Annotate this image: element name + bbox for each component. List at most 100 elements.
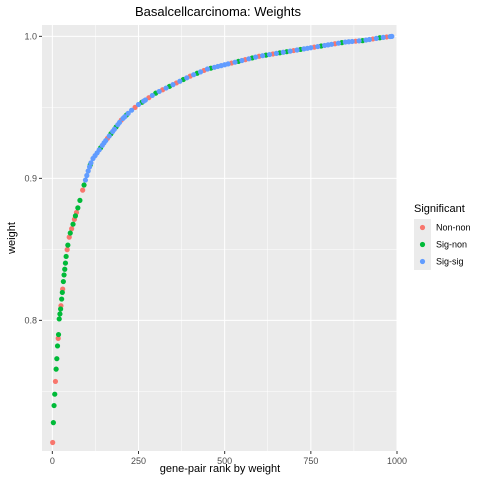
data-point-sig-sig	[315, 43, 321, 50]
y-tick-label: 0.9	[24, 173, 37, 183]
data-point-sig-sig	[84, 172, 90, 179]
data-point-sig-non	[67, 230, 73, 236]
legend-item: Non-non	[414, 219, 471, 236]
data-point-sig-sig	[335, 40, 342, 46]
data-point-sig-sig	[88, 160, 94, 166]
minor-gridlines	[42, 25, 397, 451]
legend-label: Sig-non	[436, 240, 467, 250]
data-point-non-non	[66, 234, 72, 240]
data-point-sig-sig	[328, 41, 335, 47]
data-point-non-non	[52, 378, 59, 385]
data-point-sig-sig	[85, 168, 91, 174]
data-point-sig-sig	[170, 82, 176, 88]
legend-title: Significant	[414, 203, 465, 215]
major-gridlines	[42, 25, 398, 451]
data-point-sig-non	[51, 402, 57, 409]
data-point-sig-sig	[246, 56, 252, 62]
data-point-sig-sig	[122, 114, 128, 120]
data-point-sig-sig	[103, 137, 109, 144]
data-point-sig-non	[59, 289, 65, 296]
data-point-sig-non	[59, 296, 65, 302]
data-point-sig-non	[61, 272, 67, 278]
data-point-sig-sig	[294, 47, 300, 53]
legend-label: Sig-sig	[436, 257, 464, 267]
data-point-sig-sig	[149, 92, 155, 99]
data-point-sig-non	[54, 356, 60, 362]
legend-key-dot	[419, 241, 426, 248]
data-point-sig-sig	[239, 57, 245, 64]
data-point-non-non	[80, 187, 86, 193]
data-point-sig-non	[75, 205, 81, 211]
data-point-sig-sig	[225, 61, 231, 67]
data-point-sig-sig	[204, 66, 211, 72]
data-point-sig-sig	[287, 48, 293, 54]
data-point-sig-sig	[280, 49, 286, 55]
data-point-sig-sig	[191, 72, 197, 78]
data-point-sig-sig	[266, 51, 273, 58]
data-point-sig-sig	[373, 35, 379, 41]
y-axis-ticks: 0.8 0.9 1.0	[24, 31, 42, 325]
data-point-sig-sig	[184, 75, 190, 81]
data-point-sig-sig	[111, 126, 117, 132]
data-point-sig-sig	[232, 59, 238, 65]
data-point-sig-sig	[356, 38, 362, 44]
data-point-sig-sig	[116, 119, 123, 126]
data-point-sig-non	[53, 366, 59, 372]
data-point-sig-sig	[366, 36, 373, 43]
data-point-sig-non	[81, 182, 87, 188]
data-point-sig-sig	[96, 147, 102, 153]
y-axis-title: weight	[6, 222, 18, 255]
data-point-sig-sig	[349, 38, 355, 45]
data-point-sig-sig	[380, 34, 386, 40]
data-point-non-non	[55, 335, 61, 341]
data-point-sig-non	[57, 311, 63, 317]
data-point-sig-non	[62, 266, 68, 272]
data-point-sig-sig	[142, 97, 148, 103]
data-point-sig-sig	[135, 101, 142, 108]
x-tick-label: 750	[303, 456, 318, 466]
data-point-sig-non	[62, 260, 69, 266]
legend-item: Sig-sig	[414, 253, 464, 270]
data-point-sig-non	[63, 253, 69, 260]
data-point-sig-sig	[82, 177, 89, 183]
data-point-sig-sig	[125, 110, 131, 116]
plot-panel	[42, 25, 397, 451]
data-point-non-non	[50, 439, 56, 446]
data-point-sig-sig	[259, 53, 266, 59]
data-point-sig-sig	[308, 45, 314, 51]
data-point-sig-sig	[163, 85, 169, 91]
data-point-non-non	[64, 247, 70, 253]
data-point-sig-non	[77, 197, 83, 203]
x-tick-label: 250	[131, 456, 146, 466]
data-point-sig-non	[60, 278, 66, 285]
x-tick-label: 500	[217, 456, 232, 466]
data-point-sig-sig	[156, 88, 162, 95]
legend-label: Non-non	[436, 223, 471, 233]
data-point-sig-sig	[106, 133, 112, 139]
data-point-non-non	[69, 226, 75, 232]
x-tick-label: 1000	[387, 456, 407, 466]
data-point-sig-non	[72, 213, 79, 219]
data-points	[50, 33, 395, 446]
data-point-sig-sig	[177, 78, 183, 84]
data-point-sig-non	[58, 306, 64, 312]
data-point-sig-non	[70, 221, 76, 227]
data-point-sig-sig	[389, 33, 395, 39]
data-point-sig-non	[55, 331, 62, 338]
data-point-sig-sig	[197, 69, 204, 75]
data-point-sig-non	[52, 391, 58, 397]
legend: Significant Non-non Sig-non Sig-sig	[414, 203, 471, 270]
data-point-non-non	[132, 104, 138, 110]
data-point-sig-non	[65, 242, 71, 248]
x-axis-title: gene-pair rank by weight	[160, 463, 280, 475]
data-point-sig-non	[50, 420, 56, 426]
legend-key-dot	[419, 258, 426, 265]
y-tick-label: 1.0	[24, 31, 37, 41]
data-point-sig-sig	[273, 50, 279, 57]
legend-item: Sig-non	[414, 236, 467, 253]
x-axis-ticks: 0 250 500 750 1000	[50, 451, 407, 466]
data-point-sig-sig	[129, 107, 135, 113]
data-point-sig-non	[56, 316, 62, 322]
legend-key-dot	[419, 224, 426, 231]
